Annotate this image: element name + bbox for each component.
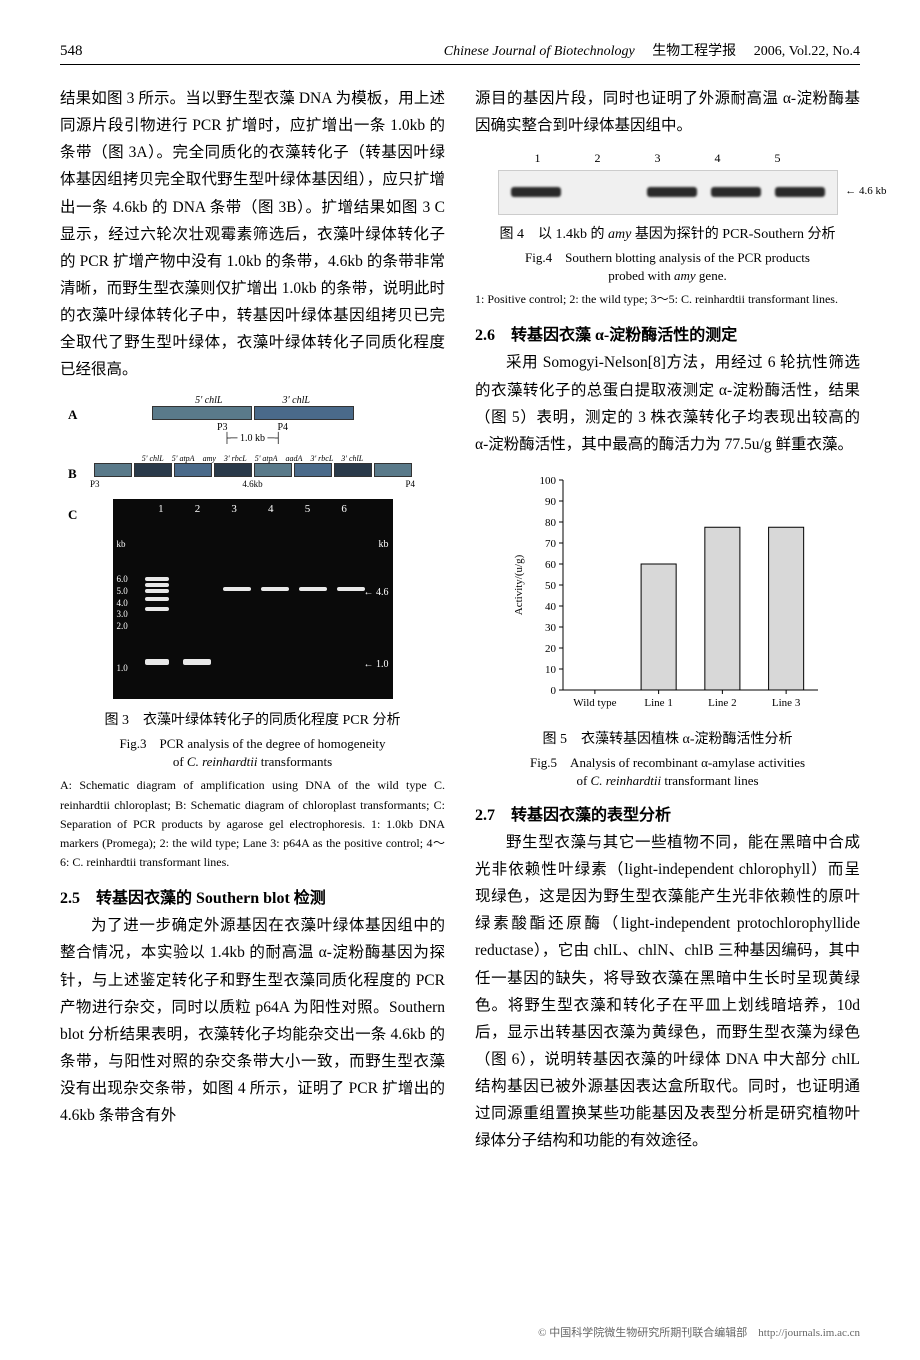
fig3-label-a: A bbox=[68, 407, 77, 423]
fig3a-label-2: 3' chlL bbox=[283, 395, 310, 406]
fig3b-p3: P3 bbox=[90, 479, 100, 489]
svg-text:0: 0 bbox=[550, 685, 556, 697]
fig3-label-c: C bbox=[68, 507, 77, 523]
fig3-diagram-a: A 5' chlL 3' chlL P3 P4 ├─ 1.0 kb ─┤ bbox=[60, 395, 445, 444]
figure-4: 1 2 3 4 5 ← 4.6 kb 图 4 以 1.4kb 的 amy 基因为… bbox=[475, 151, 860, 309]
journal-cn: 生物工程学报 bbox=[652, 44, 736, 59]
section-2-6-text: 采用 Somogyi-Nelson[8]方法，用经过 6 轮抗性筛选的衣藻转化子… bbox=[475, 349, 860, 458]
section-2-7-text: 野生型衣藻与其它一些植物不同，能在黑暗中合成光非依赖性叶绿素（light-ind… bbox=[475, 829, 860, 1155]
fig3a-size: 1.0 kb bbox=[240, 433, 265, 444]
right-column: 源目的基因片段，同时也证明了外源耐高温 α-淀粉酶基因确实整合到叶绿体基因组中。… bbox=[475, 85, 860, 1154]
section-2-5-text: 为了进一步确定外源基因在衣藻叶绿体基因组中的整合情况，本实验以 1.4kb 的耐… bbox=[60, 912, 445, 1129]
fig3-caption-en1: Fig.3 PCR analysis of the degree of homo… bbox=[60, 733, 445, 752]
svg-text:10: 10 bbox=[545, 664, 557, 676]
svg-text:60: 60 bbox=[545, 559, 557, 571]
fig3-diagram-b: B 5' chlL 5' atpA amy 3' rbcL 5' atpA aa… bbox=[60, 454, 445, 489]
fig4-note: 1: Positive control; 2: the wild type; 3… bbox=[475, 290, 860, 309]
fig3-note: A: Schematic diagram of amplification us… bbox=[60, 776, 445, 872]
right-para-top: 源目的基因片段，同时也证明了外源耐高温 α-淀粉酶基因确实整合到叶绿体基因组中。 bbox=[475, 85, 860, 139]
page-header: 548 Chinese Journal of Biotechnology 生物工… bbox=[60, 40, 860, 65]
fig5-bar-chart: 0 10 20 30 40 50 60 70 80 90 100 Activity/(u/g) Wild… bbox=[508, 470, 828, 720]
figure-3: A 5' chlL 3' chlL P3 P4 ├─ 1.0 kb ─┤ bbox=[60, 395, 445, 872]
svg-text:Wild type: Wild type bbox=[573, 697, 616, 709]
svg-text:Line 3: Line 3 bbox=[771, 697, 800, 709]
svg-text:100: 100 bbox=[539, 475, 556, 487]
journal-en: Chinese Journal of Biotechnology bbox=[444, 44, 635, 59]
svg-text:80: 80 bbox=[545, 517, 557, 529]
footer-copyright: © 中国科学院微生物研究所期刊联合编辑部 http://journals.im.… bbox=[538, 1324, 860, 1340]
journal-issue: 2006, Vol.22, No.4 bbox=[754, 44, 860, 59]
fig3-caption-cn: 图 3 衣藻叶绿体转化子的同质化程度 PCR 分析 bbox=[60, 709, 445, 729]
svg-text:20: 20 bbox=[545, 643, 557, 655]
page-number: 548 bbox=[60, 43, 83, 60]
section-2-5-title: 2.5 转基因衣藻的 Southern blot 检测 bbox=[60, 884, 445, 908]
two-column-layout: 结果如图 3 所示。当以野生型衣藻 DNA 为模板，用上述同源片段引物进行 PC… bbox=[60, 85, 860, 1154]
fig3b-p4: P4 bbox=[405, 479, 415, 489]
svg-text:70: 70 bbox=[545, 538, 557, 550]
fig5-caption-en2: of C. reinhardtii transformant lines bbox=[475, 773, 860, 789]
svg-text:Line 1: Line 1 bbox=[644, 697, 672, 709]
left-column: 结果如图 3 所示。当以野生型衣藻 DNA 为模板，用上述同源片段引物进行 PC… bbox=[60, 85, 445, 1154]
svg-text:Activity/(u/g): Activity/(u/g) bbox=[513, 554, 525, 615]
journal-info: Chinese Journal of Biotechnology 生物工程学报 … bbox=[444, 40, 860, 60]
left-para-1: 结果如图 3 所示。当以野生型衣藻 DNA 为模板，用上述同源片段引物进行 PC… bbox=[60, 85, 445, 383]
section-2-7-title: 2.7 转基因衣藻的表型分析 bbox=[475, 801, 860, 825]
fig3b-size: 4.6kb bbox=[242, 479, 262, 489]
fig4-band-label: ← 4.6 kb bbox=[845, 185, 886, 197]
fig4-caption-en1: Fig.4 Southern blotting analysis of the … bbox=[475, 247, 860, 266]
fig5-caption-en1: Fig.5 Analysis of recombinant α-amylase … bbox=[475, 752, 860, 771]
fig3a-p4: P4 bbox=[278, 422, 289, 433]
fig3a-p3: P3 bbox=[217, 422, 228, 433]
fig3-label-b: B bbox=[68, 466, 77, 482]
section-2-6-title: 2.6 转基因衣藻 α-淀粉酶活性的测定 bbox=[475, 321, 860, 345]
figure-5: 0 10 20 30 40 50 60 70 80 90 100 Activity/(u/g) Wild… bbox=[475, 470, 860, 789]
svg-text:30: 30 bbox=[545, 622, 557, 634]
fig5-caption-cn: 图 5 衣藻转基因植株 α-淀粉酶活性分析 bbox=[475, 728, 860, 748]
svg-text:40: 40 bbox=[545, 601, 557, 613]
svg-text:90: 90 bbox=[545, 496, 557, 508]
svg-text:50: 50 bbox=[545, 580, 557, 592]
fig4-caption-en2: probed with amy gene. bbox=[475, 268, 860, 284]
fig3-gel-c: C 1 2 3 4 5 6 kb 6.0 5.0 bbox=[60, 499, 445, 699]
fig3-caption-en2: of C. reinhardtii transformants bbox=[60, 754, 445, 770]
fig3a-label-1: 5' chlL bbox=[195, 395, 222, 406]
fig4-caption-cn: 图 4 以 1.4kb 的 amy 基因为探针的 PCR-Southern 分析 bbox=[475, 223, 860, 243]
svg-text:Line 2: Line 2 bbox=[708, 697, 736, 709]
